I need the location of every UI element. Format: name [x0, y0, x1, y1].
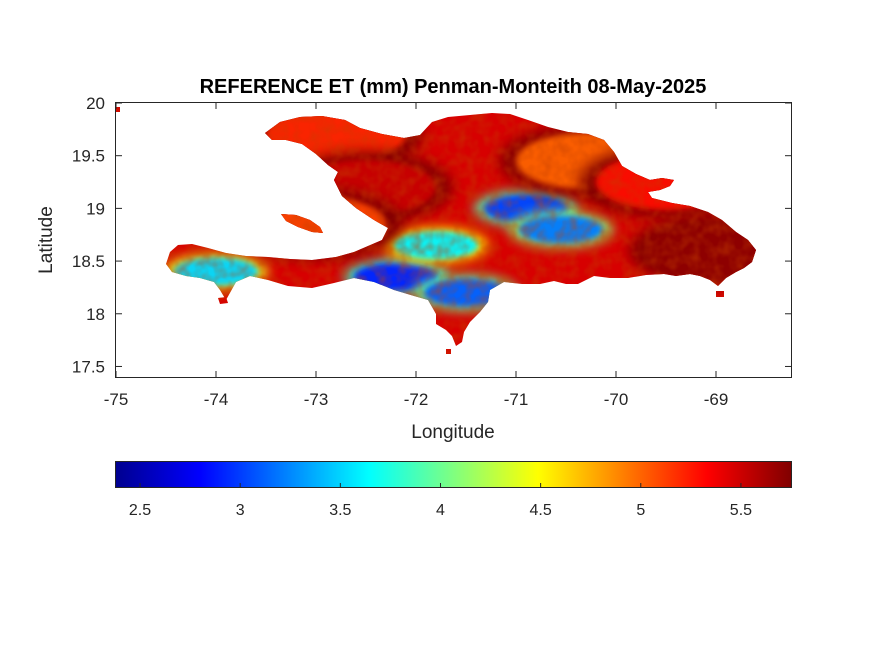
y-tick-label: 18 [86, 305, 105, 324]
y-axis-label: Latitude [36, 206, 57, 274]
colorbar [115, 461, 792, 488]
colorbar-ticks: 2.5 3 3.5 4 4.5 5 5.5 [129, 483, 752, 519]
plot-axes-box [115, 102, 792, 378]
y-axis-ticks: 17.5 18 18.5 19 19.5 20 [72, 94, 791, 376]
colorbar-tick-label: 5.5 [730, 502, 752, 519]
x-axis-label: Longitude [411, 422, 494, 443]
y-tick-label: 20 [86, 94, 105, 113]
y-tick-label: 18.5 [72, 252, 105, 271]
x-tick-label: -74 [204, 390, 229, 409]
colorbar-tick-label: 5 [636, 502, 645, 519]
x-tick-label: -70 [604, 390, 629, 409]
y-tick-label: 19 [86, 199, 105, 218]
et-heatmap-layer [116, 107, 756, 354]
chart-title: REFERENCE ET (mm) Penman-Monteith 08-May… [200, 76, 707, 98]
colorbar-tick-label: 3.5 [329, 502, 351, 519]
y-tick-label: 17.5 [72, 357, 105, 376]
y-tick-label: 19.5 [72, 147, 105, 166]
colorbar-tick-label: 2.5 [129, 502, 151, 519]
x-tick-label: -71 [504, 390, 529, 409]
x-tick-label: -69 [704, 390, 729, 409]
x-tick-label: -75 [104, 390, 129, 409]
x-tick-label: -72 [404, 390, 429, 409]
x-tick-label: -73 [304, 390, 329, 409]
colorbar-tick-label: 4 [436, 502, 445, 519]
colorbar-tick-label: 4.5 [530, 502, 552, 519]
colorbar-tick-label: 3 [236, 502, 245, 519]
x-axis-ticks: -75 -74 -73 -72 -71 -70 -69 [104, 103, 729, 409]
